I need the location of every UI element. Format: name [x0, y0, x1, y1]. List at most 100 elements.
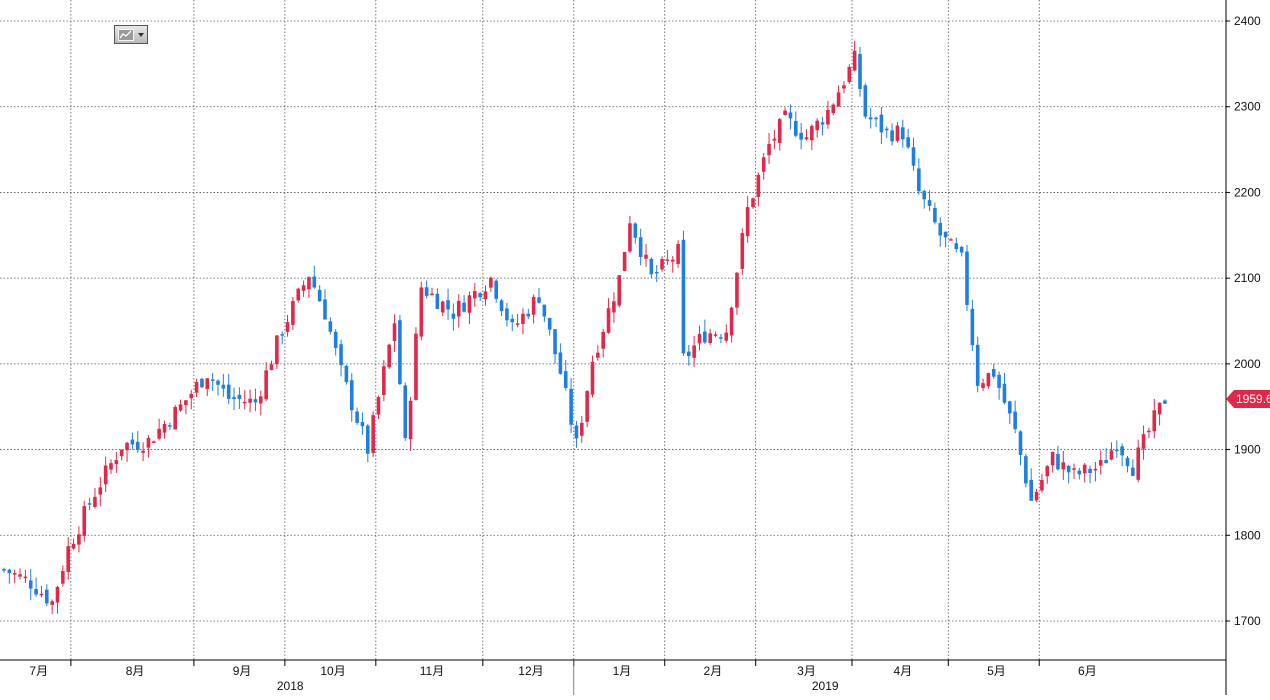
candle-body — [317, 289, 322, 302]
candle-body — [125, 442, 129, 451]
candle — [981, 378, 985, 392]
candle-body — [323, 299, 327, 320]
candle-body — [435, 293, 440, 309]
candle-body — [242, 401, 247, 404]
candle — [387, 343, 391, 369]
candle — [184, 400, 188, 415]
candle — [446, 288, 450, 320]
candle — [414, 327, 418, 401]
candle — [879, 106, 884, 144]
candle-body — [1125, 457, 1130, 467]
x-month-label: 12月 — [518, 664, 543, 678]
last-price-label: 1959.6 — [1236, 392, 1270, 406]
x-axis: 7月 8月 9月 10月 11月 12月 1月 2月 3月 4月 5月 6月 2018 2019 — [0, 659, 1226, 695]
candle-body — [986, 373, 991, 387]
candle — [216, 379, 220, 396]
candle — [55, 585, 60, 614]
candle — [382, 359, 386, 402]
candle-body — [772, 138, 777, 141]
candle-body — [719, 337, 723, 339]
candle-body — [200, 378, 204, 388]
candle — [740, 228, 745, 275]
candle — [1136, 439, 1140, 483]
candle-body — [50, 601, 54, 605]
candle — [430, 287, 434, 296]
candle-body — [815, 120, 819, 131]
candle-body — [371, 415, 375, 453]
candle-body — [917, 168, 921, 192]
candle-body — [745, 207, 750, 237]
candle-body — [515, 323, 520, 325]
candle — [162, 420, 167, 439]
x-year-label: 2018 — [277, 679, 304, 693]
chart-type-toggle[interactable] — [114, 25, 148, 44]
candle-body — [991, 369, 996, 377]
candle — [296, 287, 301, 303]
candle — [232, 387, 236, 411]
candle-body — [307, 277, 311, 290]
candle — [697, 325, 702, 351]
candle-body — [1093, 468, 1098, 471]
candle — [1082, 462, 1087, 483]
candle — [911, 137, 916, 171]
candle-body — [1066, 465, 1071, 473]
candle-body — [622, 252, 627, 271]
candle-body — [61, 571, 65, 584]
candle-body — [184, 400, 188, 406]
candle — [574, 420, 579, 448]
candle — [633, 222, 638, 244]
candle — [1013, 400, 1017, 434]
candle — [1163, 399, 1167, 404]
candle-body — [328, 321, 333, 332]
candle-body — [751, 198, 755, 208]
candle — [708, 328, 712, 345]
candle-body — [1056, 453, 1060, 470]
candle — [997, 371, 1001, 400]
candle-body — [173, 406, 177, 430]
candle — [152, 440, 156, 444]
candle — [1061, 450, 1066, 480]
candle — [601, 329, 605, 358]
candle-body — [2, 569, 6, 571]
candle-body — [1157, 402, 1162, 415]
candle — [756, 172, 761, 207]
candle — [521, 308, 525, 335]
candle — [253, 388, 258, 412]
candle — [285, 314, 290, 337]
candle-body — [810, 125, 814, 141]
candle-body — [205, 378, 210, 389]
y-tick-label: 2300 — [1234, 100, 1261, 114]
candle — [617, 275, 622, 308]
candle-body — [232, 397, 236, 400]
candle — [360, 412, 365, 435]
candle — [248, 389, 252, 413]
candle — [606, 298, 611, 334]
candle-body — [264, 370, 268, 400]
candle — [563, 360, 568, 391]
candle — [226, 374, 231, 404]
x-month-label: 9月 — [233, 664, 252, 678]
candle-body — [1163, 400, 1167, 404]
candle-body — [692, 345, 696, 358]
candle-body — [333, 331, 338, 349]
candle — [1056, 445, 1060, 471]
candle — [1050, 451, 1055, 473]
candle-body — [253, 399, 258, 403]
candle — [526, 308, 531, 320]
candle-body — [103, 465, 108, 485]
candle-body — [574, 425, 579, 439]
candle — [986, 372, 991, 389]
candle — [483, 285, 488, 306]
x-month-label: 5月 — [987, 664, 1006, 678]
candle — [1131, 459, 1135, 477]
candle — [553, 328, 557, 364]
candle — [200, 377, 204, 389]
candle-body — [783, 110, 787, 115]
candle-body — [467, 295, 472, 313]
candle-body — [890, 130, 894, 142]
candle-body — [1040, 480, 1044, 491]
candle — [173, 404, 177, 430]
candle-body — [489, 277, 493, 288]
candle-body — [28, 580, 33, 589]
